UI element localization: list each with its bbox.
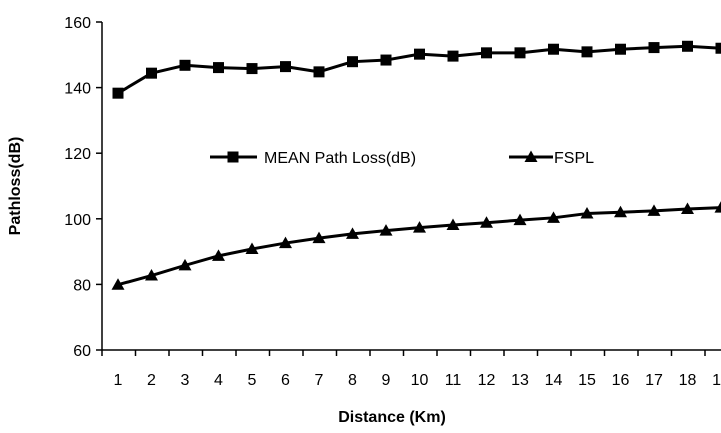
chart-axes — [101, 22, 721, 351]
x-tick-label: 14 — [545, 372, 563, 389]
legend: MEAN Path Loss(dB) FSPL — [210, 150, 594, 167]
x-tick-label: 15 — [578, 372, 596, 389]
data-point-square — [481, 47, 492, 59]
x-tick-label: 1 — [114, 372, 123, 389]
x-tick-label: 7 — [315, 372, 324, 389]
data-point-triangle — [413, 221, 426, 233]
data-point-square — [648, 42, 660, 54]
legend-triangle-marker — [524, 150, 538, 162]
x-tick-label: 4 — [214, 372, 223, 389]
data-point-square — [615, 43, 626, 55]
data-point-square — [380, 54, 392, 66]
x-tick-label: 2 — [147, 372, 156, 389]
x-tick-label: 3 — [181, 372, 190, 389]
y-tick-label: 140 — [64, 81, 91, 98]
data-point-triangle — [446, 218, 460, 231]
x-axis-ticks: 12345678910111213141516171819 — [101, 350, 721, 389]
data-point-square — [146, 67, 157, 79]
y-axis-ticks: 60 80 100 120 140 160 — [64, 15, 102, 360]
x-tick-label: 12 — [478, 372, 496, 389]
data-point-triangle — [480, 216, 493, 228]
data-point-triangle — [312, 231, 326, 244]
series-layer — [111, 40, 721, 290]
data-point-triangle — [714, 201, 721, 213]
legend-label-mean-path-loss: MEAN Path Loss(dB) — [264, 150, 416, 167]
data-point-triangle — [111, 278, 125, 290]
series-line-fspl — [117, 206, 721, 287]
x-tick-label: 8 — [348, 372, 357, 389]
data-point-triangle — [178, 258, 192, 271]
data-point-square — [246, 63, 258, 75]
data-point-square — [213, 62, 224, 74]
x-tick-label: 10 — [411, 372, 429, 389]
series-mean-path-loss-db — [112, 40, 721, 99]
y-tick-label: 160 — [64, 15, 91, 32]
data-point-triangle — [614, 205, 627, 218]
y-tick-label: 120 — [64, 146, 91, 163]
y-tick-label: 80 — [73, 277, 91, 294]
data-point-triangle — [279, 236, 292, 249]
data-point-triangle — [212, 249, 225, 261]
data-point-triangle — [513, 213, 527, 226]
x-tick-label: 18 — [679, 372, 697, 389]
x-tick-label: 19 — [712, 372, 721, 389]
data-point-square — [715, 42, 721, 54]
data-point-square — [313, 66, 325, 78]
data-point-square — [112, 87, 124, 99]
x-tick-label: 11 — [445, 372, 462, 389]
data-point-square — [581, 46, 593, 58]
x-tick-label: 6 — [281, 372, 290, 389]
data-point-square — [414, 48, 425, 60]
x-tick-label: 5 — [248, 372, 257, 389]
series-fspl — [111, 201, 721, 290]
y-tick-label: 60 — [73, 343, 91, 360]
y-axis-title: Pathloss(dB) — [7, 137, 24, 236]
data-point-square — [347, 56, 358, 68]
data-point-triangle — [580, 207, 594, 219]
data-point-triangle — [145, 269, 158, 281]
data-point-square — [447, 50, 459, 62]
data-point-triangle — [346, 227, 359, 239]
x-tick-label: 16 — [612, 372, 630, 389]
data-point-square — [514, 47, 526, 59]
data-point-square — [682, 40, 693, 52]
data-point-triangle — [681, 202, 694, 214]
x-tick-label: 17 — [645, 372, 663, 389]
data-point-triangle — [647, 204, 661, 216]
y-tick-label: 100 — [64, 212, 91, 229]
x-axis-title: Distance (Km) — [338, 409, 446, 426]
legend-square-marker — [227, 151, 239, 163]
legend-item-mean-path-loss: MEAN Path Loss(dB) — [210, 150, 416, 167]
legend-label-fspl: FSPL — [554, 150, 594, 167]
x-tick-label: 9 — [382, 372, 391, 389]
data-point-triangle — [245, 242, 259, 254]
x-tick-label: 13 — [511, 372, 529, 389]
data-point-triangle — [379, 224, 393, 236]
data-point-square — [548, 43, 559, 55]
data-point-triangle — [547, 211, 560, 223]
data-point-square — [179, 59, 191, 71]
legend-item-fspl: FSPL — [509, 150, 594, 167]
data-point-square — [280, 61, 291, 73]
